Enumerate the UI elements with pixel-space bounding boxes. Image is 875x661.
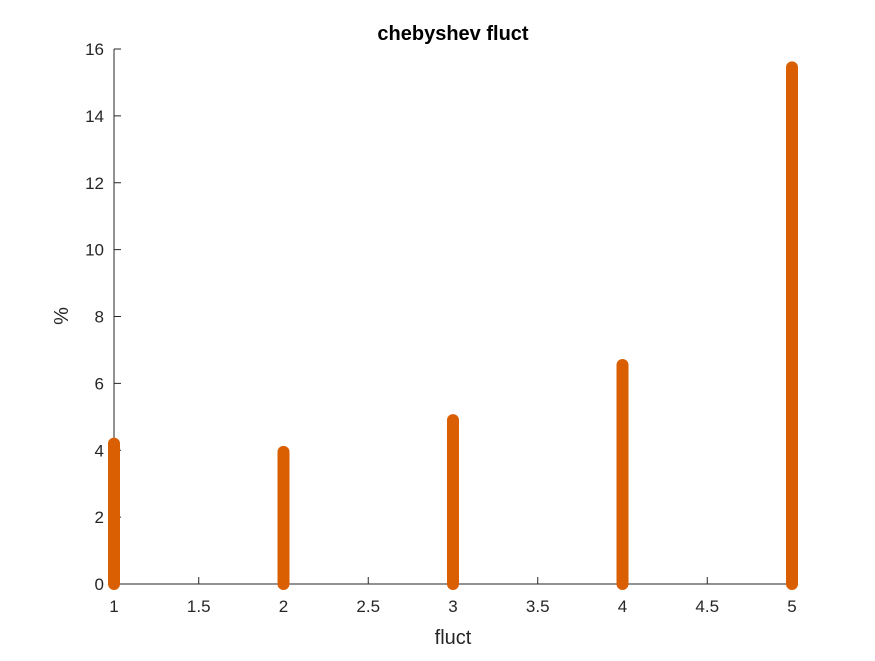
x-tick-label: 2.5 [356, 597, 380, 616]
x-tick-label: 4 [618, 597, 627, 616]
y-tick-label: 2 [95, 508, 104, 527]
y-tick-label: 16 [85, 40, 104, 59]
chart-title: chebyshev fluct [377, 23, 529, 45]
y-tick-label: 8 [95, 308, 104, 327]
x-axis-label: fluct [435, 627, 472, 649]
x-tick-label: 1.5 [187, 597, 211, 616]
y-tick-label: 4 [95, 441, 104, 460]
y-tick-label: 10 [85, 241, 104, 260]
x-tick-label: 3 [448, 597, 457, 616]
y-tick-label: 14 [85, 107, 104, 126]
x-tick-label: 5 [787, 597, 796, 616]
x-tick-label: 2 [279, 597, 288, 616]
y-tick-label: 0 [95, 575, 104, 594]
x-tick-label: 3.5 [526, 597, 550, 616]
plot-area: 1 1.5 2 2.5 3 3.5 4 4.5 5 0 2 4 6 8 10 12 14 16 [85, 40, 798, 616]
x-tick-label: 1 [109, 597, 118, 616]
x-tick-label: 4.5 [695, 597, 719, 616]
y-tick-label: 12 [85, 174, 104, 193]
y-axis-label: % [51, 307, 73, 325]
y-tick-label: 6 [95, 374, 104, 393]
